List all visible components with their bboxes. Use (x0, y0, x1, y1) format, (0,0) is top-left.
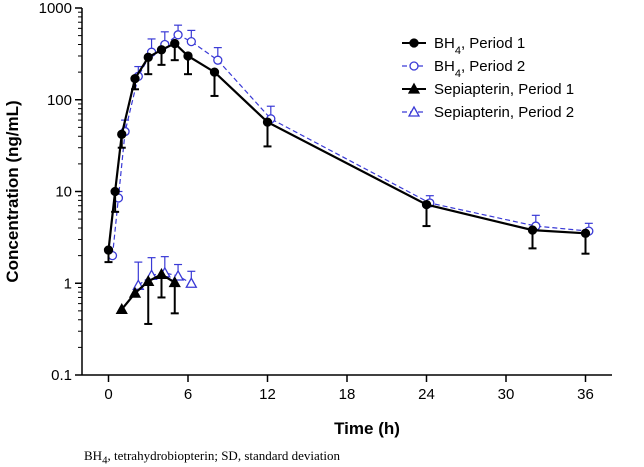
y-tick-label: 1 (64, 275, 72, 292)
data-point (155, 268, 168, 280)
legend-label-sub: 4 (455, 68, 461, 80)
y-axis-title: Concentration (ng/mL) (3, 100, 22, 282)
x-tick-label: 6 (184, 386, 192, 403)
data-point (117, 129, 127, 139)
data-point (527, 225, 538, 235)
data-point (110, 186, 120, 197)
data-point (213, 55, 223, 65)
x-tick-label: 18 (339, 386, 356, 403)
legend-label-rest: , Period 2 (461, 58, 525, 75)
x-tick-label: 12 (259, 386, 276, 403)
legend-label: BH4, Period 2 (434, 58, 525, 80)
legend-label-sub: 4 (455, 45, 461, 57)
data-point (156, 45, 167, 55)
legend-label-main: Sepiapterin, Period 2 (434, 104, 574, 121)
x-tick-label: 0 (104, 386, 112, 403)
y-tick-label: 0.1 (51, 367, 72, 384)
footnote-rest: , tetrahydrobiopterin; SD, standard devi… (107, 448, 340, 463)
legend-marker (407, 82, 421, 94)
legend-marker (409, 38, 419, 48)
data-point (262, 117, 273, 127)
data-point (185, 276, 198, 288)
x-axis-title: Time (h) (334, 419, 400, 438)
x-tick-label: 30 (498, 386, 515, 403)
data-point (183, 51, 193, 61)
data-point (103, 245, 114, 255)
legend-label-main: BH (434, 58, 455, 75)
legend-label: Sepiapterin, Period 1 (434, 81, 574, 98)
y-tick-label: 100 (47, 92, 72, 109)
footnote-main: BH (84, 448, 103, 463)
data-point (580, 228, 591, 238)
legend-label-main: Sepiapterin, Period 1 (434, 81, 574, 98)
data-point (115, 302, 128, 314)
legend-marker (407, 105, 421, 117)
data-point (143, 52, 153, 62)
data-point (142, 274, 155, 286)
data-point (128, 286, 142, 298)
legend-label-rest: , Period 1 (461, 35, 525, 52)
data-point (173, 30, 183, 40)
data-point (170, 38, 180, 49)
data-point (186, 36, 196, 47)
data-point (209, 67, 220, 77)
data-point (130, 73, 140, 84)
y-tick-label: 1000 (39, 0, 72, 17)
data-point (168, 276, 181, 288)
x-tick-label: 36 (577, 386, 594, 403)
footnote-sub: 4 (102, 454, 108, 467)
y-tick-label: 10 (55, 184, 72, 201)
series-0 (103, 38, 591, 264)
legend-marker (409, 61, 419, 71)
axes: 0.1 1 10 100 1000 0 6 12 18 24 30 36 Time (h) Concent… (3, 0, 612, 438)
series-3 (132, 256, 198, 290)
legend-label: Sepiapterin, Period 2 (434, 104, 574, 121)
data-point (421, 199, 432, 210)
series-2 (115, 268, 181, 325)
footnote: BH4, tetrahydrobiopterin; SD, standard d… (84, 448, 340, 467)
x-tick-label: 24 (418, 386, 435, 403)
legend-label: BH4, Period 1 (434, 35, 525, 57)
series-layer (103, 24, 594, 325)
legend-label-main: BH (434, 35, 455, 52)
